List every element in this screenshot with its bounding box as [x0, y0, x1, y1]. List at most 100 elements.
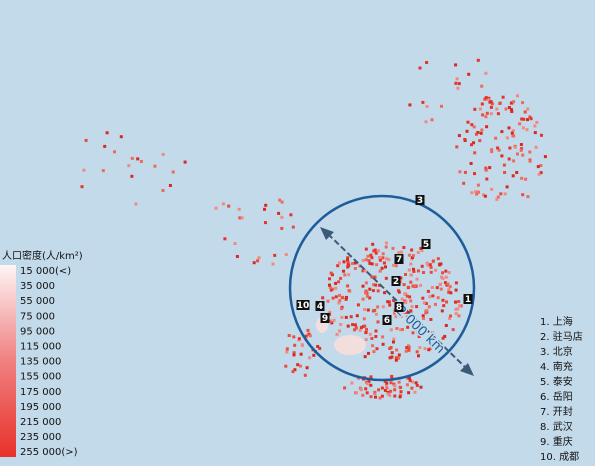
density-dot	[373, 248, 377, 252]
density-dot	[451, 328, 455, 332]
density-dot	[127, 164, 131, 168]
density-dot	[458, 170, 462, 174]
density-dot	[540, 133, 543, 137]
density-dot	[510, 110, 514, 113]
density-dot	[395, 327, 399, 330]
density-dot	[434, 302, 437, 306]
city-marker-label: 10	[297, 301, 310, 311]
density-dot	[397, 290, 401, 294]
density-dot	[374, 395, 377, 399]
density-dot	[376, 289, 380, 293]
density-dot	[391, 263, 395, 267]
density-dot	[340, 307, 343, 311]
density-dot	[529, 117, 533, 121]
density-dot	[528, 115, 532, 119]
density-dots	[80, 58, 547, 400]
density-dot	[415, 383, 419, 387]
density-dot	[502, 163, 506, 167]
density-dot	[277, 211, 281, 215]
density-dot	[307, 332, 311, 336]
density-dot	[377, 388, 381, 392]
density-dot	[486, 98, 490, 101]
density-dot	[361, 269, 365, 273]
density-dot	[489, 105, 493, 109]
density-dot	[427, 305, 431, 309]
density-dot	[359, 388, 363, 392]
density-dot	[119, 135, 123, 139]
density-dot	[425, 61, 429, 64]
density-dot	[364, 281, 368, 285]
density-dot	[402, 283, 406, 287]
density-dot	[113, 150, 116, 154]
density-dot	[374, 329, 378, 333]
density-dot	[442, 304, 446, 308]
density-dot	[346, 258, 349, 262]
density-dot	[410, 386, 414, 390]
legend-label: 235 000	[20, 432, 61, 443]
density-dot	[375, 312, 378, 316]
density-dot	[417, 354, 420, 358]
density-dot	[454, 63, 458, 67]
density-dot	[364, 258, 368, 262]
density-dot	[477, 190, 480, 194]
density-dot	[235, 255, 239, 258]
density-dot	[455, 77, 459, 81]
density-dot	[472, 125, 476, 129]
density-dot	[318, 346, 322, 350]
density-dot	[425, 261, 429, 265]
legend-label: 215 000	[20, 417, 61, 428]
density-dot	[511, 174, 515, 178]
density-dot	[439, 282, 442, 286]
density-dot	[422, 301, 426, 305]
density-dot	[490, 187, 494, 191]
density-dot	[393, 311, 396, 315]
density-dot	[330, 273, 334, 277]
density-dot	[346, 263, 350, 267]
density-dot	[381, 342, 385, 346]
city-list-item: 8. 武汉	[540, 420, 573, 433]
density-dot	[519, 143, 523, 146]
density-dot	[183, 160, 187, 164]
density-dot	[364, 291, 367, 295]
density-dot	[516, 94, 519, 98]
density-dot	[456, 86, 460, 90]
density-dot	[342, 269, 345, 273]
density-dot	[390, 355, 394, 359]
density-dot	[419, 385, 423, 389]
density-dot	[385, 381, 389, 385]
city-marker	[463, 294, 473, 304]
density-dot	[436, 296, 440, 300]
density-dot	[406, 325, 410, 329]
density-dot	[444, 275, 448, 279]
density-dot	[84, 138, 88, 142]
density-dot	[528, 159, 532, 163]
density-dot	[499, 192, 503, 196]
density-dot	[448, 317, 452, 320]
density-dot	[346, 265, 350, 269]
density-dot	[512, 100, 516, 104]
density-dot	[505, 136, 509, 140]
density-dot	[369, 395, 373, 399]
density-dot	[441, 271, 445, 275]
density-dot	[369, 375, 373, 379]
density-dot	[367, 380, 371, 384]
density-dot	[400, 250, 404, 254]
density-dot	[473, 172, 476, 176]
city-list: 1. 上海 2. 驻马店 3. 北京 4. 南充 5. 泰安 6. 岳阳 7. 开封 8. 武…	[540, 315, 583, 463]
density-dot	[377, 249, 381, 253]
density-dot	[414, 381, 418, 385]
density-dot	[356, 303, 360, 307]
density-dot	[408, 376, 411, 380]
city-list-item: 10. 成都	[540, 451, 579, 463]
density-dot	[312, 353, 316, 357]
density-dot	[409, 273, 413, 277]
density-dot	[424, 120, 428, 124]
density-dot	[387, 258, 391, 262]
density-dot	[482, 193, 485, 197]
density-dot	[449, 314, 452, 318]
density-dot	[424, 302, 428, 305]
density-dot	[413, 390, 417, 394]
density-dot	[171, 170, 175, 174]
